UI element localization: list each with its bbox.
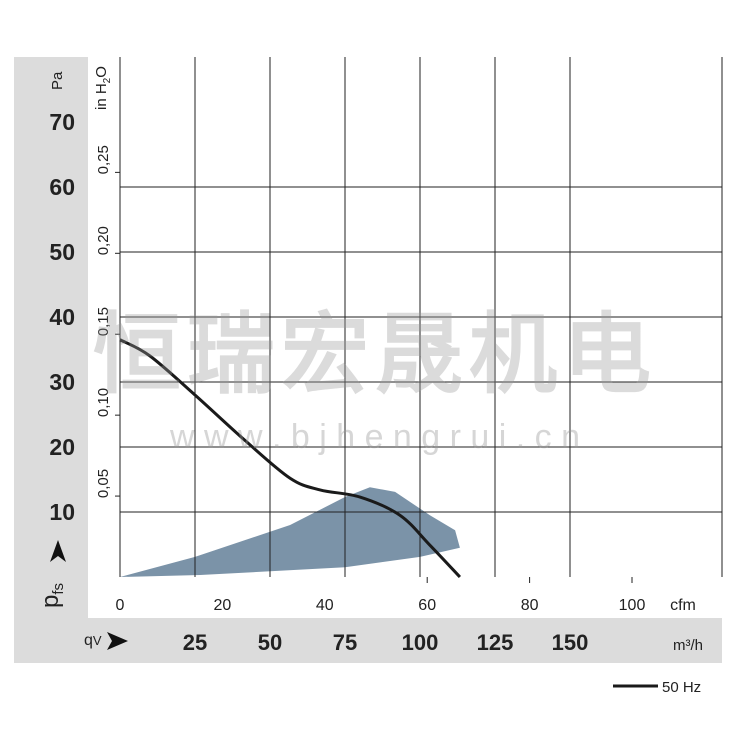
m3h-tick-label: 25 (183, 630, 207, 655)
m3h-unit-label: m³/h (673, 637, 703, 654)
watermark-title: 恒瑞宏晟机电 (93, 305, 657, 404)
pa-tick-label: 30 (49, 369, 75, 395)
inh2o-tick-label: 0,10 (95, 388, 112, 417)
cfm-tick-label: 20 (214, 597, 232, 614)
cfm-tick-label: 80 (521, 597, 539, 614)
cfm-unit-label: cfm (670, 597, 696, 614)
series-line-50hz (119, 338, 461, 579)
pa-tick-label: 50 (49, 239, 75, 265)
inh2o-tick-label: 0,25 (95, 145, 112, 174)
cfm-tick-label: 60 (418, 597, 436, 614)
m3h-tick-label: 150 (552, 630, 589, 655)
cfm-tick-label: 0 (116, 597, 125, 614)
pa-tick-label: 20 (49, 434, 75, 460)
watermark-url: w w w . b j h e n g r u i . c n (169, 418, 580, 456)
m3h-tick-label: 125 (477, 630, 514, 655)
cfm-tick-label: 100 (619, 597, 646, 614)
operating-range-area (120, 487, 460, 577)
inh2o-tick-label: 0,15 (95, 307, 112, 336)
cfm-tick-label: 40 (316, 597, 334, 614)
legend-label: 50 Hz (662, 679, 701, 696)
m3h-tick-label: 100 (402, 630, 439, 655)
pa-tick-label: 10 (49, 499, 75, 525)
x-axis-label: qV (84, 632, 102, 649)
pa-tick-label: 40 (49, 304, 75, 330)
x-axis-arrow-icon (107, 632, 128, 650)
inh2o-unit-label: in H2O (93, 66, 113, 110)
pa-tick-label: 70 (49, 109, 75, 135)
y-axis-label: pfs (37, 583, 67, 608)
y-axis-arrow-icon (50, 540, 66, 562)
m3h-tick-label: 50 (258, 630, 282, 655)
pa-unit-label: Pa (49, 71, 66, 90)
inh2o-tick-label: 0,20 (95, 226, 112, 255)
pa-tick-label: 60 (49, 174, 75, 200)
inh2o-tick-label: 0,05 (95, 469, 112, 498)
m3h-tick-label: 75 (333, 630, 357, 655)
